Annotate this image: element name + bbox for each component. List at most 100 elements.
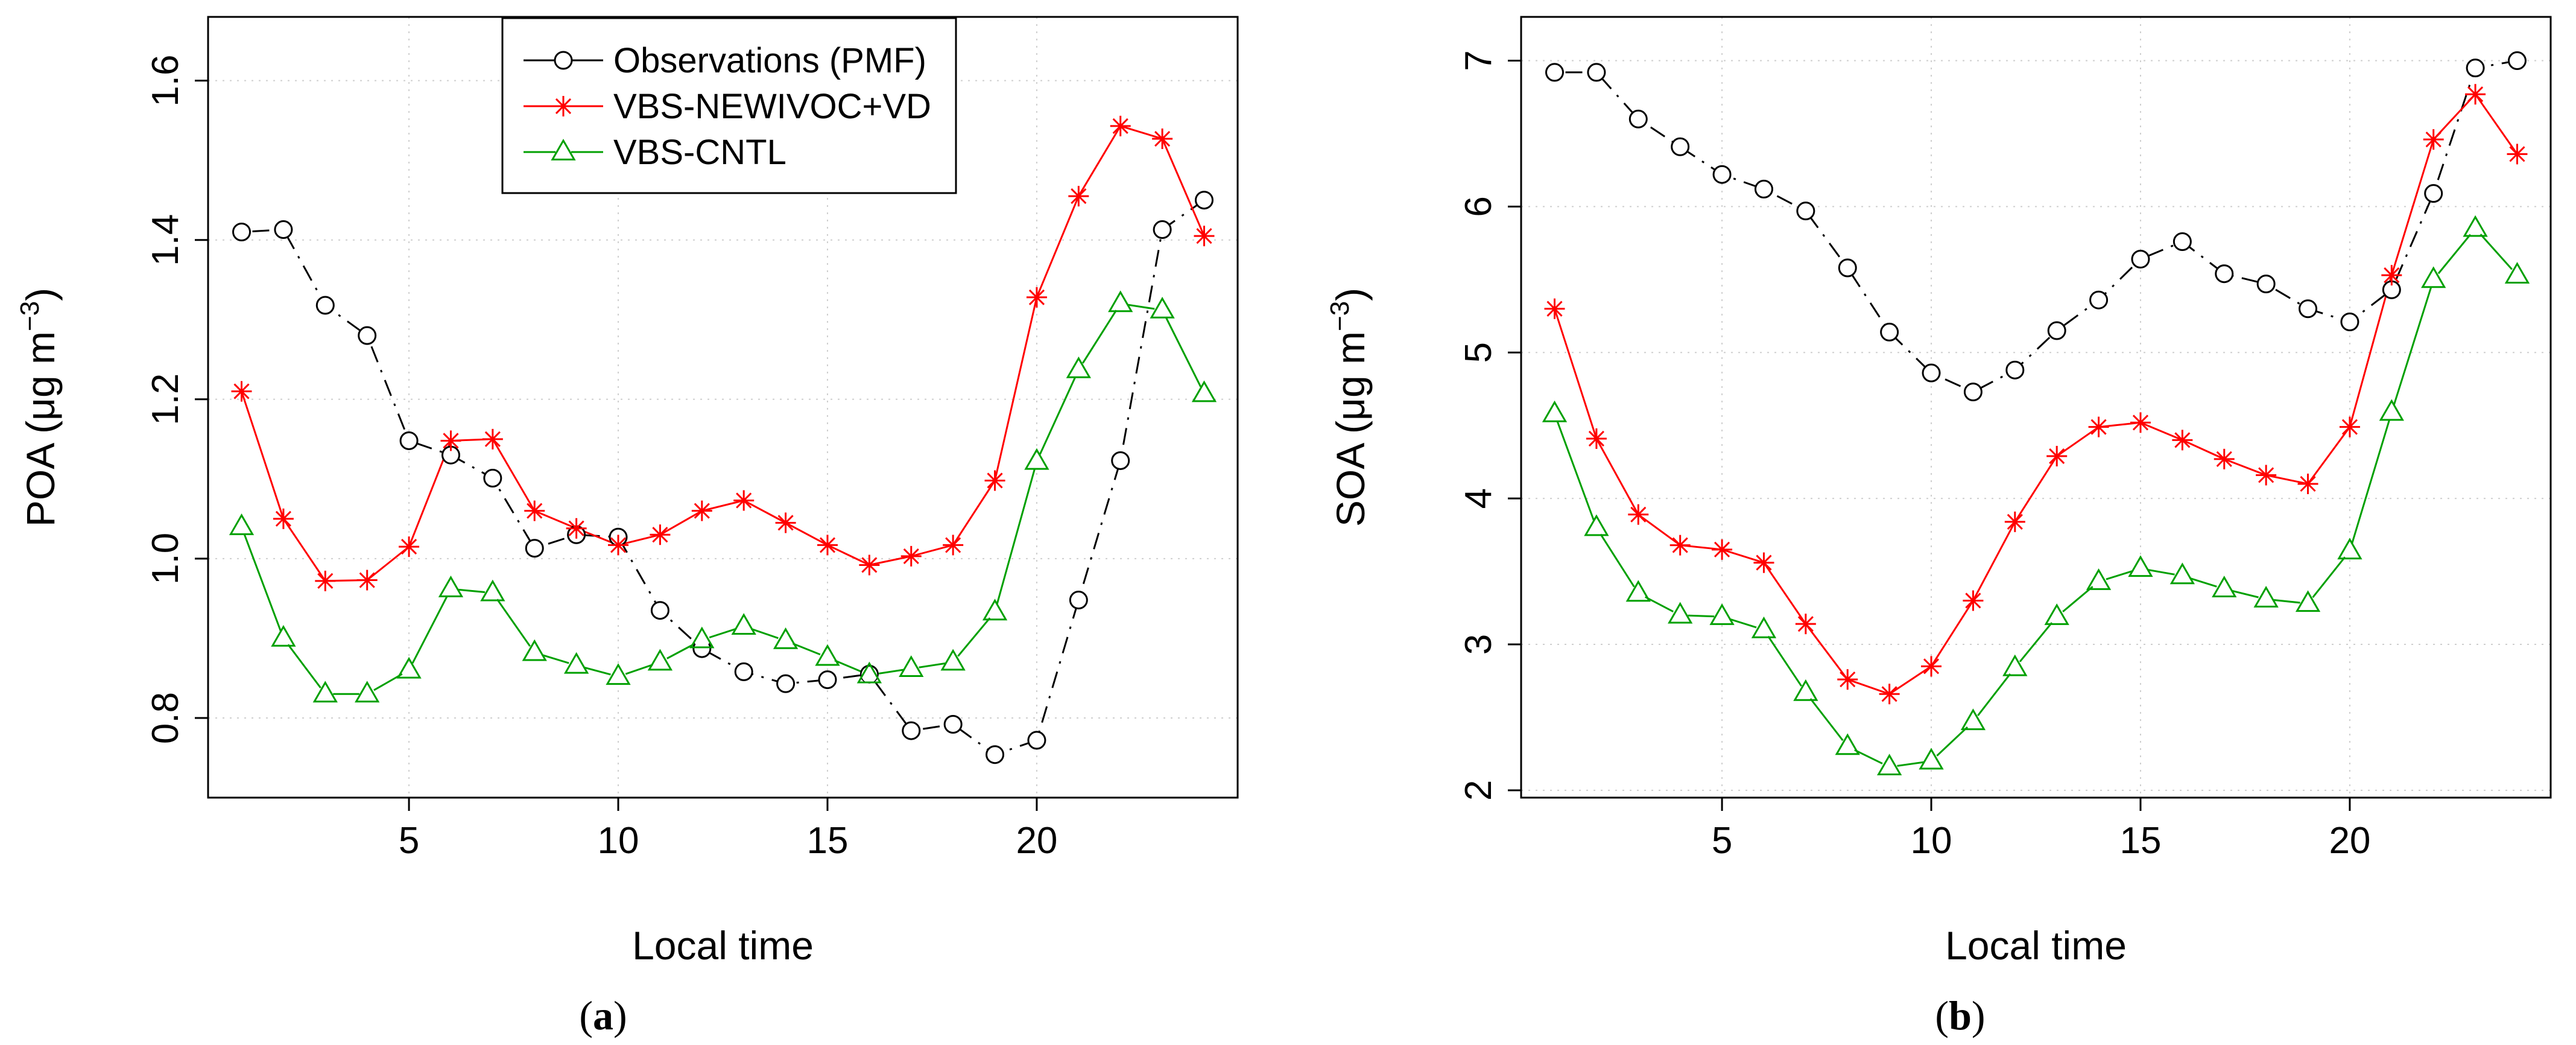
panel-a-series-2-marker-bg-1 <box>275 630 291 646</box>
panel-a-series-0-point-19 <box>1027 731 1046 750</box>
panel-a-series-2-point-21 <box>1108 290 1133 313</box>
panel-a-series-0-point-4 <box>399 431 419 450</box>
panel-b-series-0-point-16 <box>2215 264 2234 284</box>
panel-b-series-1-point-13 <box>2088 416 2109 437</box>
panel-a-series-1-point-17 <box>943 535 964 556</box>
panel-a-series-2-marker-bg-11 <box>694 632 710 648</box>
panel-a-series-0-marker-bg-2 <box>317 297 334 313</box>
panel-a-series-2-marker-bg-17 <box>945 654 961 670</box>
panel-b-series-0-point-7 <box>1838 258 1857 278</box>
panel-a-series-2-point-12 <box>731 613 756 635</box>
panel-b-series-0-marker-bg-22 <box>2467 60 2484 76</box>
panel-b-series-2-marker-bg-5 <box>1756 621 1772 638</box>
panel-a-series-0-marker-bg-23 <box>1196 192 1212 208</box>
panel-a-series-0-marker-bg-6 <box>484 470 501 486</box>
panel-a-series-2-point-0 <box>229 513 255 535</box>
panel-b-series-1-point-10 <box>1963 590 1984 611</box>
panel-b-x-tick-label-20: 20 <box>2329 820 2370 862</box>
panel-a-series-2-point-22 <box>1150 296 1175 319</box>
panel-b-lines <box>1554 60 2518 768</box>
panel-a-y-tick-label-1: 1.0 <box>145 533 186 585</box>
panel-b-series-0-point-15 <box>2173 232 2192 251</box>
panel-b-series-0-point-10 <box>1963 383 1983 402</box>
panel-b-series-0-marker-bg-17 <box>2258 276 2274 292</box>
panel-a-series-1-point-16 <box>900 545 922 567</box>
panel-a-series-2-marker-bg-13 <box>777 632 794 649</box>
panel-a-series-0-marker-bg-21 <box>1112 453 1128 469</box>
panel-a-series-0-point-7 <box>525 539 544 558</box>
panel-a-series-0-point-10 <box>650 601 669 620</box>
panel-b-series-0-point-14 <box>2131 250 2150 269</box>
panel-b-series-0-point-22 <box>2466 59 2485 78</box>
panel-b-series-0-point-21 <box>2424 184 2443 203</box>
panel-a-y-axis-title-main: POA (μg m <box>18 331 63 527</box>
panel-b-series-2-marker-bg-15 <box>2174 568 2191 584</box>
panel-b-series-1-point-11 <box>2004 511 2025 532</box>
panel-b-x-tick-label-10: 10 <box>1911 820 1952 862</box>
panel-b-series-0-point-8 <box>1880 322 1899 341</box>
panel-a-series-0-marker-bg-12 <box>736 664 752 680</box>
panel-b-series-1-point-4 <box>1712 539 1733 560</box>
panel-b-series-2-marker-bg-18 <box>2300 596 2316 612</box>
panel-b-series-0-point-23 <box>2507 51 2527 71</box>
panel-a-x-axis-title: Local time <box>632 923 814 968</box>
panel-b-series-0-marker-bg-23 <box>2509 52 2525 69</box>
panel-b-series-0-point-19 <box>2340 313 2359 332</box>
panel-a-series-0-point-13 <box>776 674 796 693</box>
panel-b-label: (b) <box>1935 993 1985 1038</box>
panel-a-series-2-marker-bg-5 <box>443 581 459 597</box>
panel-b-series-2-point-1 <box>1584 514 1609 536</box>
panel-b-series-0-marker-bg-20 <box>2384 282 2400 298</box>
panel-b-series-1-point-15 <box>2172 430 2193 451</box>
panel-a-y-axis-title: POA (μg m−3) <box>15 288 63 527</box>
panel-b-y-axis-title-sup: −3 <box>1325 301 1355 331</box>
panel-b-grid <box>1521 17 2551 798</box>
panel-a-series-2-point-6 <box>480 579 505 602</box>
panel-a-series-0-point-16 <box>902 721 921 740</box>
panel-b-series-0-point-17 <box>2256 275 2276 294</box>
panel-a-series-1-point-18 <box>984 470 1005 491</box>
panel-a-series-1-point-14 <box>817 535 838 556</box>
panel-a-series-1-point-0 <box>231 381 252 402</box>
panel-b-y-tick-label-3: 5 <box>1458 342 1499 363</box>
panel-b-series-2-marker-bg-14 <box>2132 561 2148 577</box>
panel-a-series-2-marker-bg-3 <box>359 686 375 702</box>
panel-a-series-2-marker-bg-7 <box>527 644 543 661</box>
panel-a-series-0-marker-bg-0 <box>233 224 250 240</box>
panel-b-series-0-marker-bg-13 <box>2090 292 2107 308</box>
panel-b-series-1-point-23 <box>2507 144 2528 165</box>
panel-a-series-2-marker-bg-6 <box>484 585 501 601</box>
panel-a-series-0-marker-bg-16 <box>903 723 919 739</box>
panel-a-series-line-0 <box>241 199 1205 756</box>
panel-b-series-2-marker-bg-1 <box>1588 519 1604 536</box>
panel-b-series-2-point-15 <box>2169 562 2195 585</box>
panel-b-series-1-point-7 <box>1837 669 1858 690</box>
panel-b-series-0-point-2 <box>1628 109 1648 129</box>
panel-b-series-1-point-1 <box>1586 428 1607 449</box>
legend-label-0: Observations (PMF) <box>613 41 926 80</box>
panel-b-series-0-point-11 <box>2005 360 2025 380</box>
panel-a-series-2-marker-bg-23 <box>1196 386 1212 402</box>
panel-a-series-0-point-2 <box>315 296 335 315</box>
panel-b-series-1-point-0 <box>1544 298 1565 319</box>
panel-a-series-2-point-1 <box>271 624 296 647</box>
panel-b: 5 10 15 20 2 3 4 5 6 7 Local time SOA (μg m−3) (b… <box>1325 16 2552 1038</box>
panel-a-series-0-point-1 <box>274 220 293 240</box>
panel-b-y-tick-label-5: 7 <box>1458 50 1499 71</box>
panel-a-series-2-marker-bg-20 <box>1071 361 1087 378</box>
panel-a-series-2-marker-bg-19 <box>1028 453 1045 469</box>
panel-a-series-2-point-3 <box>355 681 380 703</box>
panel-a-series-0-point-12 <box>734 662 753 681</box>
panel-b-series-2-marker-bg-22 <box>2467 220 2484 237</box>
panel-a-series-0-point-22 <box>1153 220 1172 240</box>
panel-a-series-1-point-19 <box>1026 287 1047 308</box>
legend-marker-2 <box>551 138 576 160</box>
panel-b-series-2-marker-bg-23 <box>2509 267 2525 284</box>
panel-b-series-0-marker-bg-15 <box>2174 233 2191 250</box>
panel-a-series-1-point-13 <box>775 512 796 533</box>
panel-b-x-tick-label-15: 15 <box>2119 820 2161 862</box>
panel-a-series-2-point-2 <box>312 681 338 703</box>
panel-b-series-2-point-16 <box>2212 576 2237 597</box>
panel-a-series-1-point-3 <box>356 570 378 591</box>
panel-b-series-1-point-14 <box>2130 412 2151 433</box>
